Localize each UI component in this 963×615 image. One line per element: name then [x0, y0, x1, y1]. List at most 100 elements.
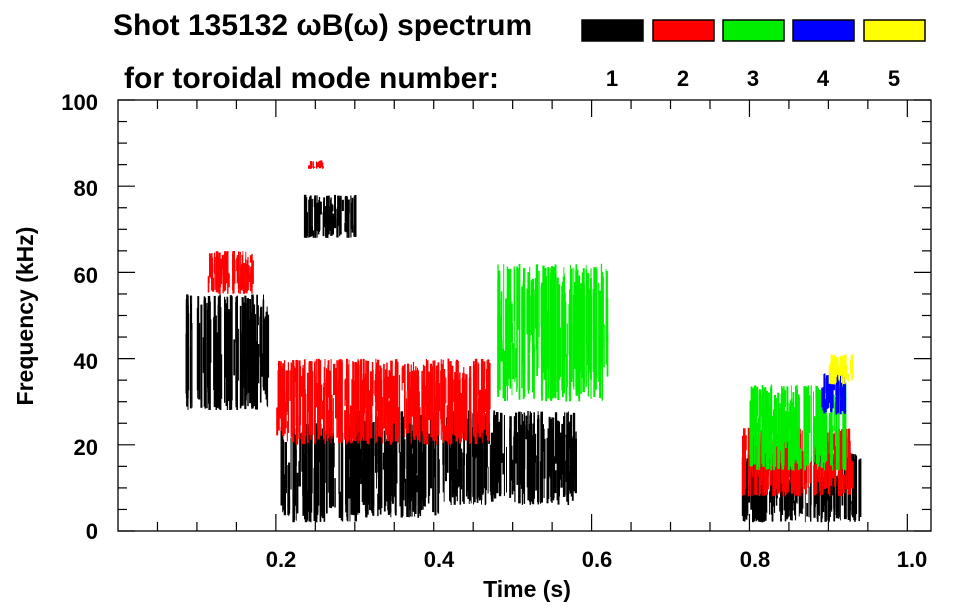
spectral-mark: [489, 444, 491, 492]
spectral-mark: [540, 340, 542, 396]
spectral-mark: [386, 376, 389, 439]
spectral-mark: [506, 446, 507, 493]
spectral-mark: [764, 407, 767, 454]
spectral-mark: [305, 484, 308, 522]
x-tick-labels: 0.2 0.4 0.6 0.8 1.0: [266, 547, 928, 572]
spectral-mark: [296, 472, 299, 514]
spectral-mark: [834, 367, 837, 383]
spectral-mark: [801, 473, 803, 514]
spectral-mark: [186, 294, 189, 407]
spectral-mark: [494, 415, 498, 489]
spectral-mark: [463, 379, 466, 410]
spectral-mark: [304, 455, 305, 520]
spectral-mark: [442, 421, 445, 465]
spectral-mark: [533, 296, 535, 372]
spectral-mark: [222, 263, 225, 292]
spectral-mark: [335, 368, 337, 419]
spectral-mark: [830, 376, 833, 413]
spectral-mark: [464, 411, 466, 441]
spectral-mark: [829, 374, 830, 403]
spectral-mark: [599, 290, 602, 387]
spectral-mark: [842, 474, 845, 494]
spectral-mark: [253, 304, 256, 391]
spectral-mark: [805, 432, 808, 458]
spectral-mark: [593, 267, 596, 397]
spectral-mark: [396, 415, 398, 471]
spectral-mark: [404, 364, 406, 429]
spectral-mark: [381, 368, 383, 423]
spectral-mark: [432, 414, 435, 513]
spectral-mark: [336, 360, 338, 438]
spectral-mark: [528, 354, 530, 391]
spectral-mark: [188, 313, 190, 391]
y-tick-label-0: 0: [86, 519, 98, 544]
spectral-mark: [502, 348, 505, 399]
spectral-mark: [797, 439, 799, 459]
spectral-mark: [592, 289, 594, 372]
spectral-mark: [823, 374, 826, 414]
x-tick-label-0.6: 0.6: [582, 547, 613, 572]
spectral-mark: [834, 402, 836, 432]
spectral-mark: [511, 459, 514, 495]
spectral-mark: [484, 388, 486, 412]
spectral-mark: [557, 475, 560, 505]
spectral-mark: [520, 436, 523, 489]
spectral-mark: [828, 412, 831, 431]
spectral-mark: [500, 291, 503, 361]
spectral-mark: [833, 454, 836, 522]
spectral-mark: [215, 346, 217, 386]
spectral-mark: [232, 265, 235, 294]
spectral-mark: [239, 266, 241, 278]
spectral-mark: [380, 420, 383, 509]
spectral-mark: [235, 296, 237, 401]
spectral-mark: [775, 398, 778, 447]
spectral-mark: [831, 464, 834, 479]
spectral-mark: [191, 295, 193, 409]
spectral-mark: [818, 405, 820, 445]
spectral-mark: [444, 425, 447, 441]
spectral-mark: [289, 370, 291, 401]
spectral-mark: [487, 385, 490, 441]
spectral-mark: [318, 360, 322, 436]
spectral-mark: [839, 431, 842, 462]
spectral-mark: [371, 362, 374, 406]
spectral-mark: [247, 329, 250, 394]
spectral-mark: [828, 419, 830, 455]
spectral-mark: [498, 422, 502, 497]
spectral-mark: [390, 397, 392, 430]
spectral-mark: [435, 381, 438, 431]
spectral-mark: [442, 395, 445, 413]
spectral-mark: [530, 280, 533, 335]
spectral-mark: [290, 437, 292, 490]
spectral-mark: [362, 418, 365, 505]
spectral-mark: [304, 430, 307, 513]
spectral-mark: [799, 448, 802, 469]
spectral-mark: [515, 348, 518, 379]
spectral-mark: [328, 424, 331, 508]
spectral-mark: [412, 431, 414, 449]
spectral-mark: [309, 381, 311, 430]
spectral-mark: [306, 372, 309, 443]
spectral-mark: [391, 417, 394, 502]
spectral-mark: [344, 410, 347, 440]
spectral-mark: [263, 294, 264, 333]
spectral-mark: [315, 383, 319, 408]
spectral-mark: [406, 402, 408, 423]
spectral-mark: [529, 295, 531, 342]
spectral-mark: [843, 435, 845, 456]
spectral-mark: [304, 198, 306, 229]
spectral-mark: [527, 410, 529, 446]
y-tick-label-20: 20: [74, 435, 98, 460]
spectral-mark: [323, 451, 326, 522]
spectral-mark: [413, 414, 415, 477]
spectral-mark: [532, 423, 535, 487]
spectral-mark: [324, 378, 326, 436]
spectral-mark: [339, 197, 342, 233]
spectral-mark: [833, 441, 836, 477]
spectral-mark: [603, 324, 605, 368]
spectral-mark: [513, 266, 515, 321]
spectral-mark: [455, 428, 458, 494]
legend: 1 2 3 4 5: [581, 19, 926, 91]
spectral-mark: [220, 354, 223, 399]
spectral-mark: [827, 441, 830, 495]
